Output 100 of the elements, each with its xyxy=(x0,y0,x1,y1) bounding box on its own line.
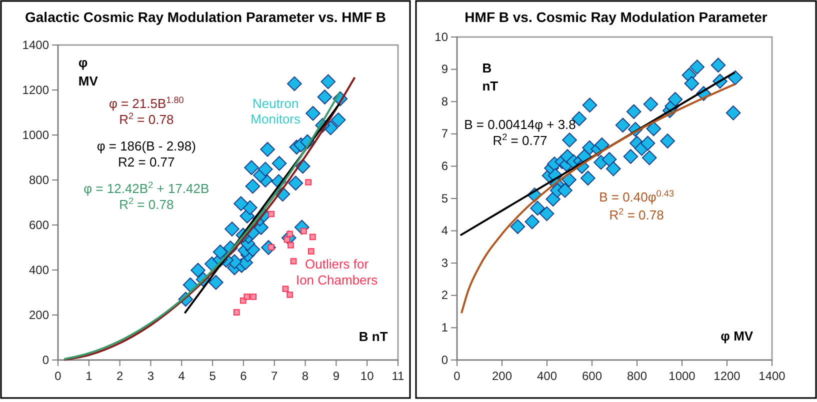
x-tick-label: 1 xyxy=(86,368,93,383)
point xyxy=(330,112,346,128)
y-tick-label: 400 xyxy=(28,262,50,277)
x-tick-label: 6 xyxy=(240,368,248,383)
x-tick-label: 7 xyxy=(271,368,278,383)
x-tick-label: 200 xyxy=(492,368,512,383)
point xyxy=(594,137,610,152)
point xyxy=(642,150,657,166)
point xyxy=(310,234,316,240)
point xyxy=(602,152,617,167)
y-tick-label: 7 xyxy=(441,126,448,141)
point xyxy=(208,274,224,290)
point xyxy=(233,309,240,316)
point xyxy=(250,294,257,300)
point xyxy=(190,262,206,278)
point xyxy=(726,106,741,120)
point xyxy=(524,214,540,230)
point xyxy=(306,106,320,121)
x-axis-title: B nT xyxy=(358,329,388,344)
point xyxy=(244,160,259,176)
point xyxy=(684,76,700,91)
y-tick-label: 2 xyxy=(441,288,448,302)
point xyxy=(282,286,289,292)
text: B = 0.00414φ + 3.8 xyxy=(464,117,576,132)
x-tick-label: 11 xyxy=(392,368,405,383)
text: B = 0.40φ$^{0.43}$ xyxy=(599,188,674,205)
chart-title: HMF B vs. Cosmic Ray Modulation Parameter xyxy=(464,9,768,25)
annotation: R$^{2}$ = 0.78 xyxy=(119,196,174,212)
y-tick-label: 4 xyxy=(441,224,448,238)
y-tick-label: 3 xyxy=(441,256,448,270)
text: φ = 21.5B$^{1.80}$ xyxy=(108,95,184,111)
text: φ = 186(B - 2.98) xyxy=(96,138,196,154)
annotation: R$^{2}$ = 0.77 xyxy=(492,132,548,148)
point xyxy=(300,228,307,234)
y-tick-label: 6 xyxy=(441,159,448,174)
point xyxy=(623,149,638,164)
y-tick-label: 1200 xyxy=(22,82,50,97)
point xyxy=(643,96,658,112)
x-tick-label: 0 xyxy=(454,368,461,383)
y-tick-label: 0 xyxy=(42,352,50,367)
y-tick-label: 5 xyxy=(441,191,448,206)
point xyxy=(690,60,704,74)
y-tick-label: 0 xyxy=(441,352,448,367)
y-tick-label: 9 xyxy=(441,62,448,76)
x-tick-label: 600 xyxy=(582,368,602,383)
annotation: R2 = 0.77 xyxy=(118,154,175,170)
point xyxy=(242,200,258,216)
x-axis-title: φ MV xyxy=(720,328,754,344)
point xyxy=(558,183,572,198)
point xyxy=(308,248,314,254)
point xyxy=(320,74,336,90)
point xyxy=(668,92,683,107)
point xyxy=(182,277,198,292)
x-tick-label: 0 xyxy=(54,368,62,383)
y-axis-title: φ MV xyxy=(78,55,98,88)
x-tick-label: 9 xyxy=(332,368,340,383)
y-tick-label: 1 xyxy=(441,320,448,335)
point xyxy=(626,104,642,119)
x-tick-label: 1000 xyxy=(668,368,696,383)
y-tick-label: 8 xyxy=(441,94,448,108)
point xyxy=(710,58,726,72)
annotation: R$^{2}$ = 0.78 xyxy=(119,110,174,127)
point xyxy=(272,156,287,171)
point xyxy=(546,192,560,207)
x-tick-label: 5 xyxy=(209,368,216,383)
chart-title: Galactic Cosmic Ray Modulation Parameter vs. HMF B xyxy=(25,9,386,25)
x-tick-label: 4 xyxy=(178,368,186,383)
point xyxy=(582,98,598,113)
point xyxy=(287,76,302,92)
point xyxy=(646,121,662,136)
point xyxy=(728,70,743,86)
x-tick-label: 1400 xyxy=(758,368,786,383)
point xyxy=(290,258,297,264)
text: φ = 12.42B$^{2}$ + 17.42B xyxy=(84,180,210,196)
point xyxy=(640,136,656,151)
point xyxy=(510,219,526,234)
point xyxy=(305,179,312,186)
point xyxy=(212,244,228,260)
y-tick-label: 10 xyxy=(434,30,448,44)
point xyxy=(562,132,577,148)
x-tick-label: 800 xyxy=(626,368,648,383)
point xyxy=(615,118,630,133)
y-tick-label: 800 xyxy=(28,172,50,187)
x-tick-label: 3 xyxy=(147,368,154,383)
y-axis-title: B nT xyxy=(482,60,498,94)
y-tick-label: 1400 xyxy=(22,38,50,52)
point xyxy=(268,210,274,218)
y-tick-label: 200 xyxy=(28,308,50,322)
point xyxy=(660,134,675,148)
x-tick-label: 400 xyxy=(536,368,558,383)
x-tick-label: 1200 xyxy=(714,368,741,383)
point xyxy=(288,176,304,191)
point xyxy=(288,242,294,248)
point xyxy=(245,178,260,194)
point xyxy=(606,161,621,176)
y-tick-label: 1000 xyxy=(22,128,50,142)
series-label: Neutron Monitors xyxy=(250,96,302,127)
point xyxy=(234,196,248,212)
point xyxy=(317,90,332,104)
x-tick-label: 8 xyxy=(302,368,309,383)
